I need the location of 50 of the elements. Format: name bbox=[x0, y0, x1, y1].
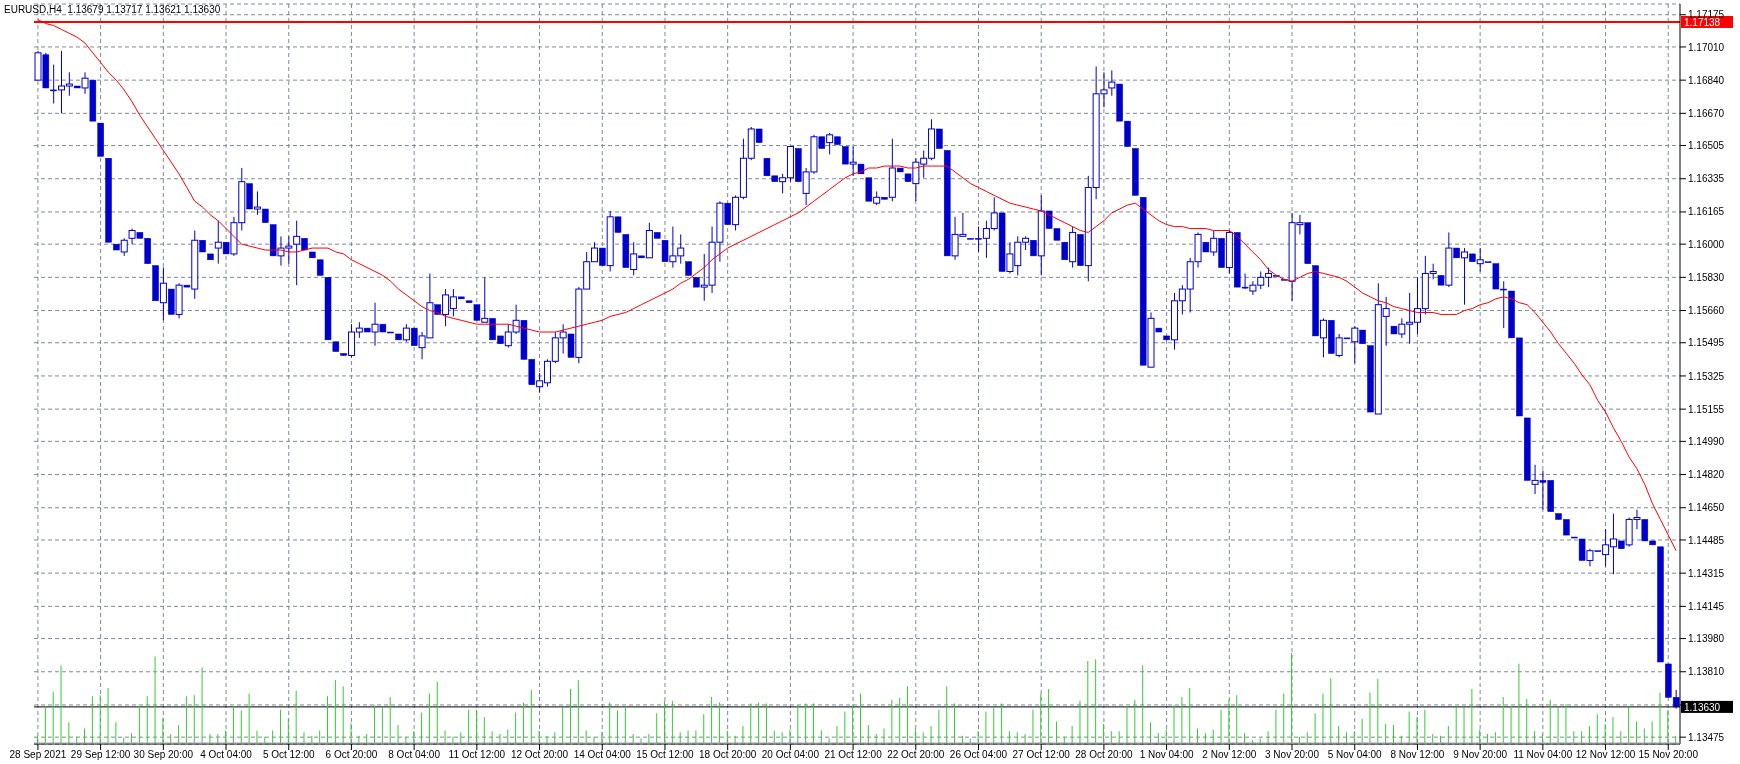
x-tick-label: 8 Oct 04:00 bbox=[388, 749, 441, 760]
x-tick-label: 3 Nov 20:00 bbox=[1265, 749, 1320, 760]
x-tick-label: 9 Nov 20:00 bbox=[1453, 749, 1508, 760]
y-tick-label: 1.14485 bbox=[1688, 534, 1725, 546]
x-tick-label: 11 Nov 04:00 bbox=[1513, 749, 1573, 760]
y-tick-label: 1.14990 bbox=[1688, 435, 1725, 447]
x-tick-label: 14 Oct 04:00 bbox=[573, 749, 632, 760]
y-tick-label: 1.16670 bbox=[1688, 107, 1725, 119]
x-tick-label: 15 Oct 12:00 bbox=[636, 749, 695, 760]
y-tick-label: 1.14650 bbox=[1688, 502, 1725, 514]
y-tick-label: 1.13475 bbox=[1688, 731, 1725, 743]
x-tick-label: 8 Nov 12:00 bbox=[1390, 749, 1445, 760]
x-tick-label: 15 Nov 20:00 bbox=[1638, 749, 1699, 760]
x-tick-label: 27 Oct 12:00 bbox=[1012, 749, 1071, 760]
x-tick-label: 30 Sep 20:00 bbox=[133, 749, 194, 760]
y-tick-label: 1.14315 bbox=[1688, 567, 1725, 579]
x-tick-label: 21 Oct 12:00 bbox=[824, 749, 883, 760]
y-tick-label: 1.17010 bbox=[1688, 41, 1725, 53]
y-tick-label: 1.16335 bbox=[1688, 173, 1725, 185]
y-tick-label: 1.15155 bbox=[1688, 403, 1725, 415]
y-tick-label: 1.16000 bbox=[1688, 238, 1725, 250]
x-tick-label: 12 Nov 12:00 bbox=[1575, 749, 1636, 760]
x-tick-label: 5 Oct 12:00 bbox=[262, 749, 316, 760]
x-tick-label: 22 Oct 20:00 bbox=[887, 749, 945, 760]
ref-line-label: 1.13630 bbox=[1684, 701, 1721, 713]
y-tick-label: 1.13810 bbox=[1688, 666, 1725, 678]
x-tick-label: 1 Nov 04:00 bbox=[1139, 749, 1194, 760]
y-tick-label: 1.15830 bbox=[1688, 271, 1725, 283]
y-tick-label: 1.15325 bbox=[1688, 370, 1725, 382]
y-tick-label: 1.16165 bbox=[1688, 206, 1725, 218]
x-tick-label: 2 Nov 12:00 bbox=[1202, 749, 1257, 760]
x-tick-label: 6 Oct 20:00 bbox=[325, 749, 378, 760]
x-tick-label: 29 Sep 12:00 bbox=[70, 749, 131, 760]
x-tick-label: 20 Oct 04:00 bbox=[761, 749, 820, 760]
chart-title: EURUSD,H4 1.13679 1.13717 1.13621 1.13630 bbox=[4, 4, 221, 15]
y-tick-label: 1.16840 bbox=[1688, 74, 1725, 86]
y-tick-label: 1.14820 bbox=[1688, 469, 1725, 481]
y-tick-label: 1.14145 bbox=[1688, 600, 1725, 612]
y-tick-label: 1.16505 bbox=[1688, 140, 1725, 152]
x-tick-label: 5 Nov 04:00 bbox=[1327, 749, 1383, 760]
y-tick-label: 1.15660 bbox=[1688, 305, 1725, 317]
x-tick-label: 18 Oct 20:00 bbox=[699, 749, 757, 760]
x-tick-label: 28 Oct 20:00 bbox=[1075, 749, 1133, 760]
x-tick-label: 12 Oct 20:00 bbox=[510, 749, 569, 760]
y-tick-label: 1.13980 bbox=[1688, 633, 1725, 645]
y-tick-label: 1.15495 bbox=[1688, 337, 1725, 349]
x-tick-label: 4 Oct 04:00 bbox=[200, 749, 253, 760]
x-tick-label: 11 Oct 12:00 bbox=[448, 749, 506, 760]
x-tick-label: 28 Sep 2021 bbox=[9, 749, 67, 760]
x-tick-label: 26 Oct 04:00 bbox=[949, 749, 1008, 760]
